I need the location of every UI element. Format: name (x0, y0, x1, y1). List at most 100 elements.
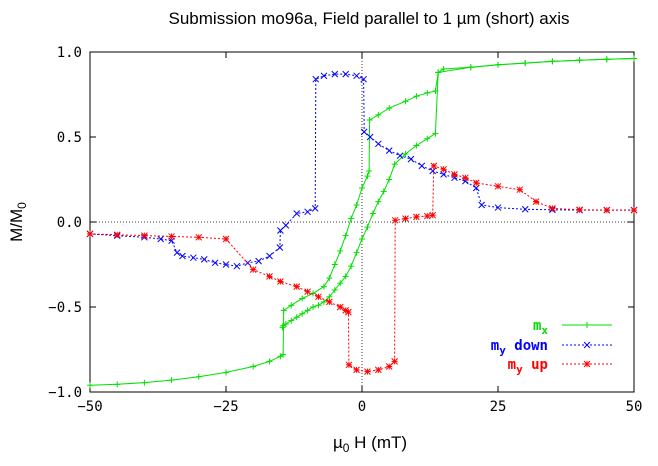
data-point-my-down (312, 75, 320, 83)
data-point-my-up (326, 298, 333, 306)
data-point-mx (413, 93, 420, 100)
data-point-my-up (532, 198, 540, 205)
data-point-my-down (396, 152, 404, 160)
data-point-mx (326, 293, 333, 300)
data-point-my-down (360, 128, 368, 136)
data-point-my-down (293, 210, 301, 217)
data-point-my-up (304, 288, 311, 296)
x-tick-label: 50 (626, 399, 643, 415)
data-point-my-up (364, 368, 371, 375)
data-point-mx (326, 275, 333, 282)
data-point-my-up (336, 303, 344, 311)
data-point-mx (331, 261, 338, 268)
data-point-mx (195, 373, 202, 380)
data-point-mx (495, 61, 501, 68)
data-point-mx (391, 161, 398, 168)
data-point-mx (375, 198, 382, 205)
data-point-mx (266, 358, 273, 365)
data-point-mx (280, 351, 287, 358)
y-axis-label-subscript: 0 (15, 202, 29, 209)
series-line-mx (282, 58, 635, 328)
y-axis-label-main: M/M (7, 209, 26, 242)
data-point-mx (364, 173, 371, 180)
data-point-mx (168, 377, 175, 384)
series-mx (87, 55, 637, 389)
data-point-my-up (374, 366, 382, 374)
data-point-my-down (277, 227, 284, 234)
data-point-mx (366, 117, 373, 123)
data-point-mx (402, 98, 409, 105)
data-point-my-down (304, 208, 311, 216)
data-point-mx (280, 307, 287, 314)
data-point-mx (288, 317, 295, 324)
data-point-my-up (402, 215, 409, 222)
data-point-my-up (266, 273, 273, 280)
legend-label-my-up: my up (508, 357, 548, 376)
data-point-my-down (276, 244, 284, 251)
y-tick-label: −0.5 (48, 300, 82, 316)
data-point-mx (353, 249, 360, 256)
data-point-my-down (472, 184, 480, 192)
data-point-mx (369, 210, 376, 217)
x-tick-label: 0 (358, 399, 366, 415)
series-line-my-down (89, 73, 634, 267)
data-point-mx (386, 105, 393, 112)
data-point-mx (432, 130, 439, 137)
data-point-mx (413, 142, 420, 149)
data-point-my-up (315, 293, 322, 301)
legend-label-subscript: y (516, 363, 523, 376)
data-point-my-down (200, 256, 208, 263)
data-point-mx (424, 135, 431, 142)
data-point-my-down (190, 254, 197, 262)
data-point-my-up (630, 206, 638, 214)
legend-label-my-down: my down (491, 338, 548, 357)
data-point-mx (348, 215, 355, 222)
y-axis-label: M/M0 (7, 202, 29, 242)
data-point-my-down (342, 70, 350, 78)
y-tick-label: −1.0 (48, 385, 82, 401)
legend-marker-my-down (583, 341, 591, 349)
data-point-mx (435, 69, 442, 76)
data-point-mx (337, 247, 344, 254)
data-point-mx (141, 379, 148, 386)
data-point-my-down (418, 162, 426, 170)
data-point-mx (293, 314, 300, 321)
data-point-my-down (353, 72, 360, 80)
data-point-mx (320, 298, 327, 305)
data-point-mx (348, 263, 355, 270)
data-point-my-up (423, 212, 431, 220)
data-point-my-down (494, 204, 502, 211)
data-point-my-down (385, 147, 393, 154)
data-point-my-up (195, 233, 203, 241)
data-point-mx (87, 382, 93, 389)
data-point-my-up (494, 182, 502, 190)
axis-ticks: −50 −25 0 25 50 −1.0 −0.5 0.0 0.5 1.0 (48, 45, 642, 415)
data-point-mx (250, 363, 257, 370)
data-point-mx (603, 56, 610, 63)
data-point-mx (440, 66, 447, 72)
data-point-mx (359, 236, 365, 242)
data-point-my-up (430, 162, 438, 170)
legend-label-main: m (533, 318, 541, 334)
data-point-my-up (440, 165, 447, 173)
data-point-mx (114, 381, 121, 388)
data-point-my-up (353, 366, 360, 374)
x-tick-label: −25 (213, 399, 238, 415)
data-point-my-down (331, 70, 339, 78)
data-point-my-down (440, 171, 447, 178)
data-point-mx (342, 232, 349, 239)
data-point-my-down (374, 140, 382, 148)
data-point-mx (342, 273, 349, 280)
data-point-mx (366, 168, 373, 174)
legend-label-main: m (508, 357, 516, 373)
x-tick-label: −50 (77, 399, 102, 415)
data-point-mx (310, 290, 317, 297)
data-point-my-up (385, 363, 393, 370)
data-point-my-up (429, 211, 437, 219)
data-point-my-up (451, 171, 458, 178)
data-point-my-up (391, 216, 399, 224)
legend-marker-mx (584, 322, 590, 328)
legend-label-rest: up (523, 357, 548, 373)
y-tick-label: 1.0 (57, 45, 82, 61)
